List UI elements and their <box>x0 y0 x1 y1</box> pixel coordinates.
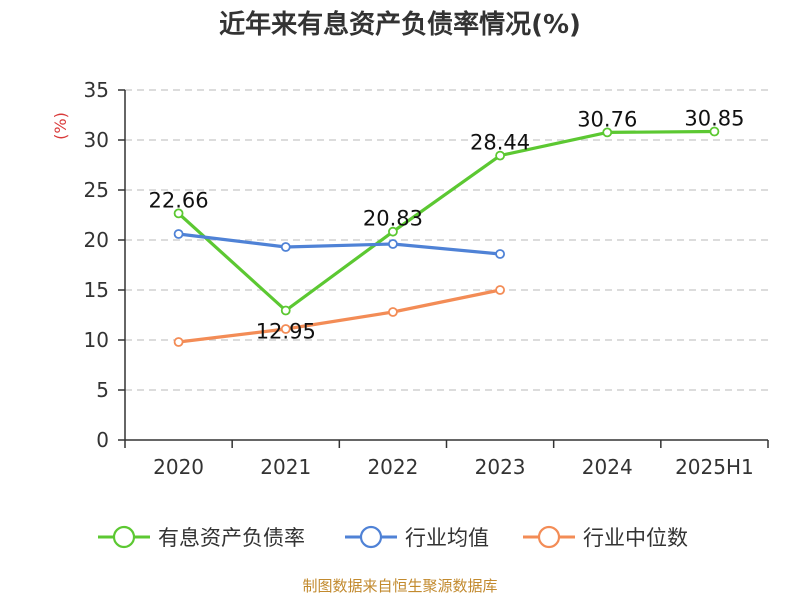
legend-marker <box>112 525 136 549</box>
legend-item-2[interactable]: 行业中位数 <box>523 525 688 550</box>
x-tick-label: 2021 <box>260 455 311 479</box>
data-point-series-0 <box>280 305 291 316</box>
x-tick-label: 2020 <box>153 455 204 479</box>
y-tick-label: 10 <box>84 328 109 352</box>
data-label: 30.76 <box>577 107 637 131</box>
y-tick-label: 20 <box>84 228 109 252</box>
data-point-series-2 <box>280 324 291 334</box>
series-lines <box>173 126 720 347</box>
legend-marker <box>359 525 383 549</box>
y-axis-unit-label: (%) <box>51 112 70 140</box>
legend-marker <box>537 525 561 549</box>
x-tick-label: 2023 <box>475 455 526 479</box>
data-point-series-2 <box>495 285 505 295</box>
y-tick-label: 0 <box>96 428 109 452</box>
y-tick-label: 35 <box>84 78 109 102</box>
legend: 有息资产负债率 行业均值 行业中位数 <box>98 525 688 550</box>
axes: 0 5 10 15 20 25 30 35 2020 2021 2022 2023 2024 2025H1 <box>84 78 769 479</box>
data-point-series-0 <box>709 126 720 137</box>
data-point-series-1 <box>495 249 505 259</box>
data-label: 20.83 <box>363 207 423 231</box>
y-tick-label: 25 <box>84 178 109 202</box>
x-tick-label: 2025H1 <box>675 455 754 479</box>
x-tick-label: 2024 <box>582 455 633 479</box>
series-line-2 <box>176 288 502 344</box>
legend-label: 行业均值 <box>405 526 489 550</box>
data-label: 12.95 <box>256 320 316 344</box>
y-tick-label: 30 <box>84 128 109 152</box>
legend-label: 行业中位数 <box>583 526 688 550</box>
x-tick-label: 2022 <box>367 455 418 479</box>
data-point-series-1 <box>280 242 291 252</box>
data-label: 28.44 <box>470 131 530 155</box>
series-line-1 <box>176 232 502 256</box>
data-label: 22.66 <box>149 188 209 212</box>
y-tick-label: 5 <box>96 378 109 402</box>
data-point-series-1 <box>388 239 398 249</box>
data-point-series-2 <box>173 337 184 347</box>
data-point-series-0 <box>173 208 184 219</box>
legend-label: 有息资产负债率 <box>158 526 305 550</box>
y-tick-label: 15 <box>84 278 109 302</box>
legend-item-1[interactable]: 行业均值 <box>345 525 489 550</box>
chart-title: 近年来有息资产负债率情况(%) <box>219 9 581 40</box>
legend-item-0[interactable]: 有息资产负债率 <box>98 525 305 550</box>
data-label: 30.85 <box>684 107 744 131</box>
source-note: 制图数据来自恒生聚源数据库 <box>302 577 497 595</box>
data-labels: 22.66 12.95 20.83 28.44 30.76 30.85 <box>149 107 745 344</box>
data-point-series-0 <box>602 127 613 138</box>
series-line-0 <box>176 129 717 313</box>
data-point-series-2 <box>388 307 398 317</box>
data-point-series-0 <box>495 150 505 161</box>
data-point-series-0 <box>388 226 398 237</box>
data-point-series-1 <box>173 229 184 239</box>
